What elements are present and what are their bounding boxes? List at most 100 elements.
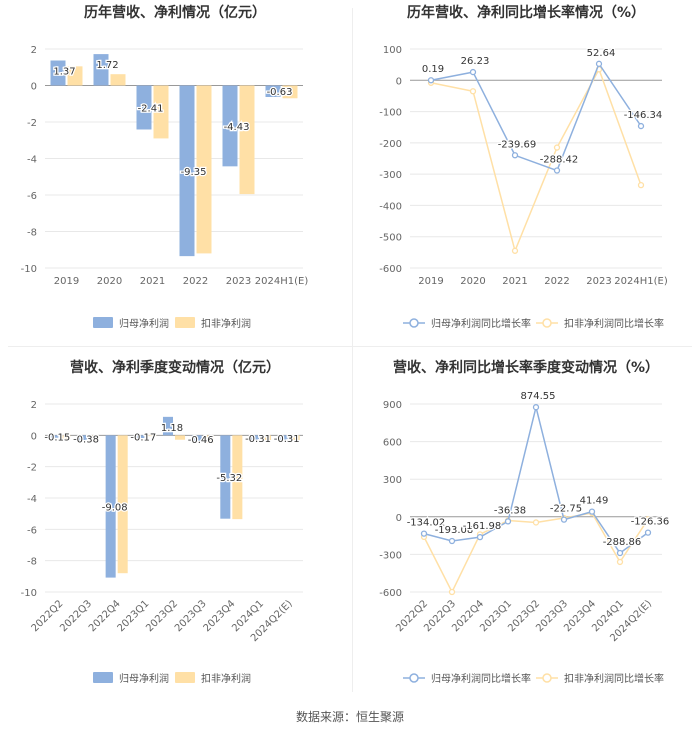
bar-parent-net-profit	[136, 85, 152, 130]
x-tick-label: 2021	[502, 276, 527, 287]
bar-deducted-net-profit	[203, 435, 214, 444]
y-tick-label: -300	[379, 550, 402, 561]
data-label: -0.17	[130, 433, 156, 444]
y-tick-label: 100	[383, 45, 402, 56]
bar-deducted-net-profit	[67, 66, 83, 86]
legend-label: 扣非净利润	[201, 672, 251, 685]
y-tick-label: -100	[379, 108, 402, 119]
data-label: -0.31	[274, 434, 300, 445]
bar-deducted-net-profit	[232, 435, 243, 520]
x-tick-label: 2020	[460, 276, 485, 287]
data-label: 1.37	[53, 66, 75, 77]
data-label: -126.36	[631, 517, 670, 528]
y-tick-label: -500	[379, 233, 402, 244]
chart-title: 营收、净利同比增长率季度变动情况（%）	[393, 359, 659, 376]
bar-parent-net-profit	[76, 435, 87, 442]
y-tick-label: -600	[379, 264, 402, 275]
data-label: -0.38	[73, 434, 99, 445]
bar-parent-net-profit	[50, 60, 66, 86]
legend-label: 扣非净利润同比增长率	[564, 317, 664, 330]
data-point	[616, 558, 624, 566]
y-tick-label: -8	[27, 557, 37, 568]
data-label: 26.23	[461, 56, 490, 67]
data-point	[476, 533, 484, 541]
bar-deducted-net-profit	[60, 435, 71, 439]
panel-divider-vertical	[352, 8, 353, 692]
x-tick-label: 2019	[54, 276, 79, 287]
data-label: 0.19	[422, 64, 444, 75]
chart-title: 历年营收、净利同比增长率情况（%）	[407, 4, 645, 21]
data-point	[448, 588, 456, 596]
bar-deducted-net-profit	[175, 435, 186, 440]
y-tick-label: -400	[379, 201, 402, 212]
data-point	[469, 88, 477, 95]
bar-deducted-net-profit	[239, 85, 255, 195]
legend-marker	[409, 318, 419, 328]
legend-swatch	[93, 317, 113, 328]
y-tick-label: 0	[31, 82, 37, 93]
data-label: -193.08	[435, 525, 474, 536]
bar-parent-net-profit	[105, 435, 116, 578]
bar-deducted-net-profit	[196, 85, 212, 254]
y-tick-label: 0	[396, 76, 402, 87]
data-label: 874.55	[521, 391, 556, 402]
chart-panel-1: 历年营收、净利情况（亿元） 2 0 -2 -4 -6 -8 -10 2019 2020 2021 20…	[21, 4, 309, 330]
data-label: -2.41	[138, 103, 164, 114]
data-point	[532, 519, 540, 526]
y-tick-label: 2	[31, 45, 37, 56]
data-label: -36.38	[494, 505, 526, 516]
data-point	[588, 508, 596, 515]
y-tick-label: -2	[27, 463, 37, 474]
chart-title: 营收、净利季度变动情况（亿元）	[70, 359, 280, 376]
bar-parent-net-profit	[222, 85, 238, 167]
bar-parent-net-profit	[162, 416, 173, 436]
chart-panel-2: 历年营收、净利同比增长率情况（%） 100 0 -100 -200 -300 -400 -50…	[379, 4, 668, 330]
data-label: 52.64	[587, 48, 616, 59]
x-tick-label: 2020	[97, 276, 122, 287]
data-point	[595, 60, 603, 67]
y-tick-label: 600	[383, 438, 402, 449]
chart-panel-4: 营收、净利同比增长率季度变动情况（%）9006003000-300-600202…	[379, 359, 670, 685]
data-point	[511, 247, 519, 254]
bar-deducted-net-profit	[110, 74, 126, 86]
x-tick-label: 2024H1(E)	[255, 276, 309, 287]
data-label: -0.31	[245, 434, 271, 445]
data-point	[637, 122, 645, 130]
bar-parent-net-profit	[265, 85, 281, 97]
data-point	[553, 167, 561, 174]
x-tick-label: 2023	[586, 276, 611, 287]
bar-parent-net-profit	[179, 85, 195, 257]
x-tick-label: 2022	[183, 276, 208, 287]
y-tick-label: 0	[396, 513, 402, 524]
y-tick-label: -600	[379, 588, 402, 599]
data-label: 1.18	[161, 423, 183, 434]
bar-deducted-net-profit	[89, 435, 100, 442]
data-point	[637, 181, 645, 189]
data-point	[420, 530, 428, 537]
data-label: 41.49	[580, 496, 609, 507]
y-tick-label: -6	[27, 525, 37, 536]
bar-parent-net-profit	[93, 54, 109, 86]
x-tick-label: 2019	[418, 276, 443, 287]
data-label: -161.98	[463, 521, 502, 532]
y-tick-label: -6	[27, 191, 37, 202]
data-point	[448, 537, 456, 545]
bar-parent-net-profit	[191, 435, 202, 443]
bar-deducted-net-profit	[117, 435, 128, 574]
data-point	[616, 549, 624, 557]
data-point	[553, 144, 561, 151]
data-point	[511, 152, 519, 159]
legend-label: 归母净利润同比增长率	[431, 317, 531, 330]
panel-divider-horizontal	[8, 346, 692, 347]
bar-parent-net-profit	[48, 435, 59, 438]
legend-swatch	[93, 672, 113, 683]
legend-swatch	[175, 317, 195, 328]
data-point	[532, 404, 540, 411]
x-tick-label: 2022	[544, 276, 569, 287]
data-label: -146.34	[624, 110, 663, 121]
legend-label: 归母净利润	[119, 672, 169, 685]
bar-deducted-net-profit	[146, 435, 157, 437]
legend-swatch	[175, 672, 195, 683]
y-tick-label: -2	[27, 118, 37, 129]
y-tick-label: -300	[379, 170, 402, 181]
